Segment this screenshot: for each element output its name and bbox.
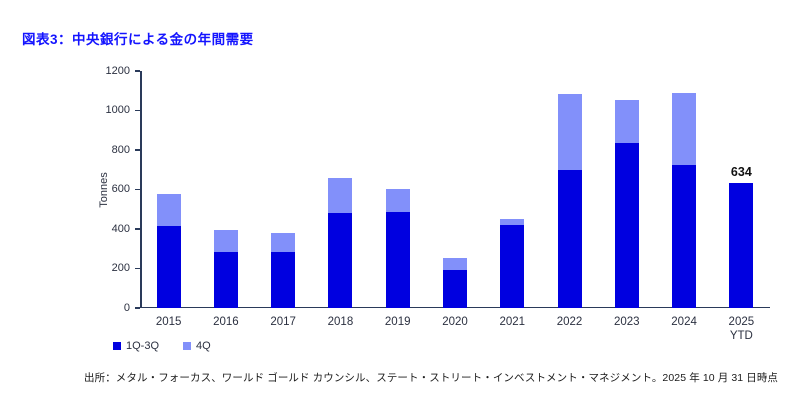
bar-stack-2022: [557, 94, 582, 308]
bar-segment-1q-3q: [729, 182, 754, 308]
bar-segment-4q: [672, 92, 697, 166]
bar-segment-4q: [156, 193, 181, 227]
legend: 1Q-3Q 4Q: [113, 340, 211, 352]
x-tick-label: 2017: [270, 316, 296, 328]
y-tick-mark: [135, 307, 140, 309]
bar-segment-4q: [500, 219, 525, 226]
x-tick-label: 2018: [327, 316, 354, 328]
y-tick-label: 800: [111, 143, 130, 156]
source-note: 出所：メタル・フォーカス、ワールド ゴールド カウンシル、ステート・ストリート・…: [84, 372, 779, 384]
y-tick-label: 0: [123, 301, 130, 314]
legend-item-1q3q: 1Q-3Q: [113, 340, 159, 352]
bar-chart-plot-area: 0 200 400 600 800 1000 1200 2015 2016 2017 2018 201…: [106, 65, 770, 342]
legend-label-1q3q: 1Q-3Q: [126, 340, 160, 352]
bar-segment-1q-3q: [557, 169, 582, 308]
bar-stack-2020: [443, 257, 467, 308]
legend-swatch-1q3q: [113, 342, 121, 350]
x-tick-label: 2024: [671, 316, 697, 328]
y-tick-mark: [135, 267, 140, 270]
bar-segment-4q: [213, 230, 238, 253]
y-tick-label: 1000: [105, 104, 130, 116]
bar-stack-2015: [156, 193, 181, 308]
chart-title: 図表3：中央銀行による金の年間需要: [22, 32, 254, 47]
bar-segment-1q-3q: [672, 165, 697, 308]
x-tick-label: 2015: [155, 316, 182, 328]
x-tick-label: 2020: [442, 316, 468, 328]
x-tick-label: 2023: [614, 316, 640, 328]
legend-label-4q: 4Q: [196, 340, 211, 352]
bar-stack-2019: [385, 188, 410, 308]
bar-segment-4q: [614, 100, 639, 143]
bar-segment-1q-3q: [500, 225, 525, 308]
y-tick-mark: [135, 228, 140, 230]
legend-swatch-4q: [183, 342, 192, 350]
bar-value-annotation: 634: [730, 164, 752, 179]
bar-stack-2024: [672, 92, 697, 308]
bar-segment-1q-3q: [614, 142, 639, 308]
y-axis-line: [140, 71, 142, 308]
bar-segment-1q-3q: [213, 252, 238, 308]
bar-segment-1q-3q: [443, 270, 467, 308]
bar-segment-1q-3q: [328, 213, 353, 308]
bar-segment-4q: [271, 233, 296, 252]
y-tick-label: 400: [111, 222, 130, 235]
bar-stack-2018: [328, 178, 353, 308]
bar-stack-2021: [500, 219, 525, 308]
y-tick-mark: [135, 70, 140, 72]
bar-segment-4q: [328, 178, 353, 214]
bar-stack-2023: [614, 100, 639, 308]
bar-segment-1q-3q: [385, 211, 410, 308]
y-tick-mark: [135, 188, 140, 191]
y-tick-label: 1200: [105, 64, 130, 77]
bar-segment-4q: [385, 188, 410, 212]
bar-segment-1q-3q: [271, 251, 296, 308]
bar-stack-2025: [729, 182, 754, 308]
bar-stack-2016: [213, 230, 238, 308]
y-tick-label: 600: [111, 183, 130, 195]
y-tick-label: 200: [111, 262, 130, 274]
x-tick-label: 2016: [213, 316, 239, 328]
bar-segment-4q: [557, 94, 582, 170]
legend-item-4q: 4Q: [183, 340, 211, 352]
x-tick-label: 2022: [556, 316, 583, 328]
x-tick-label: 2019: [384, 316, 411, 328]
bar-stack-2017: [271, 233, 296, 308]
y-tick-mark: [135, 109, 140, 112]
bar-segment-4q: [443, 257, 467, 271]
bar-segment-1q-3q: [156, 226, 181, 308]
x-tick-label: 2025 YTD: [728, 316, 755, 342]
y-tick-mark: [135, 149, 140, 151]
x-tick-label: 2021: [499, 316, 526, 328]
